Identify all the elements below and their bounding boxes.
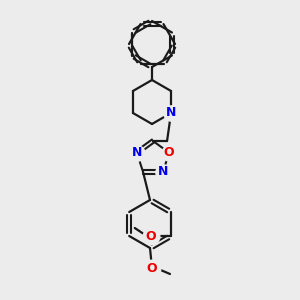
Text: O: O [146,230,156,242]
Text: N: N [132,146,142,159]
Text: N: N [166,106,176,119]
Text: O: O [164,146,175,159]
Text: O: O [147,262,157,275]
Text: N: N [158,165,168,178]
